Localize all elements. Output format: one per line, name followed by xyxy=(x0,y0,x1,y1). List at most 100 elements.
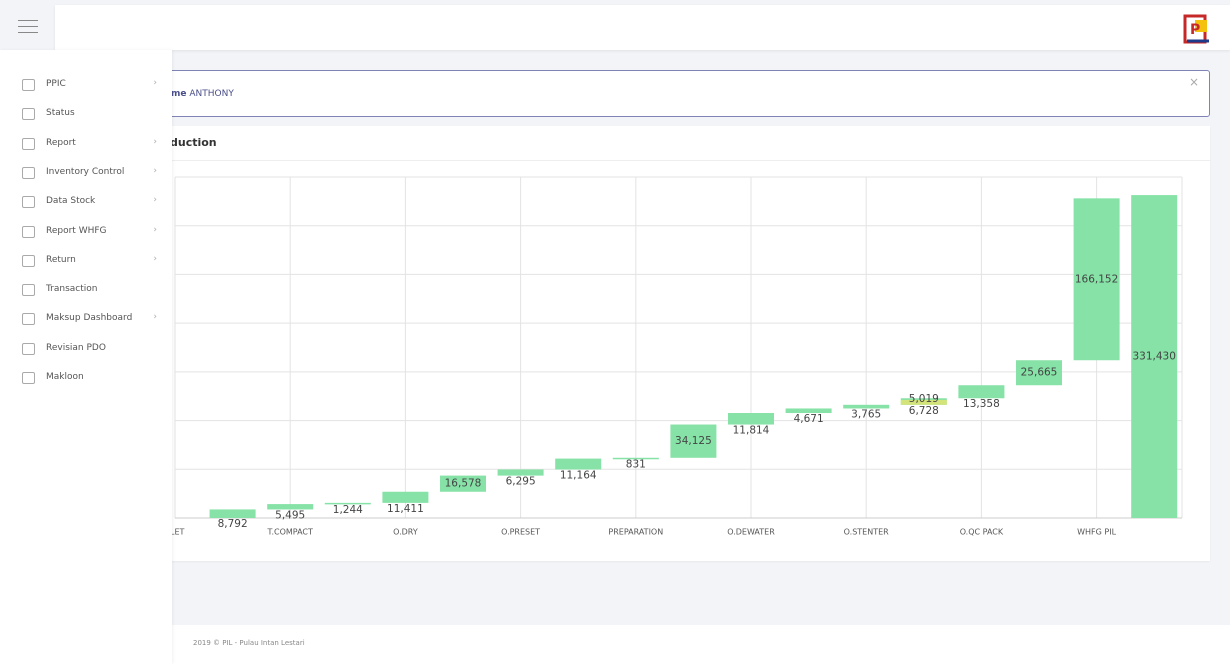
greeting: me xyxy=(171,89,187,99)
bar xyxy=(497,469,544,476)
bar xyxy=(382,491,429,503)
data-label: 25,665 xyxy=(1021,367,1058,379)
menu-label: Report WHFG xyxy=(46,225,107,236)
submenu-arrow: › xyxy=(153,78,157,88)
top-bar xyxy=(55,5,1230,50)
x-tick-label: LLET xyxy=(166,528,185,537)
menu-icon xyxy=(22,284,35,297)
data-label: 166,152 xyxy=(1075,273,1118,285)
data-label: 3,765 xyxy=(851,408,881,420)
bar xyxy=(324,502,371,505)
menu-item[interactable]: Status xyxy=(22,104,157,124)
menu-label: Makloon xyxy=(46,372,84,382)
menu-label: PPIC xyxy=(46,79,66,89)
menu-icon xyxy=(22,137,35,150)
bar xyxy=(670,424,717,458)
data-label: 16,578 xyxy=(445,478,482,490)
data-label: 1,244 xyxy=(333,504,363,516)
menu-label: Revisian PDO xyxy=(46,342,106,353)
card-title: duction xyxy=(170,136,217,149)
menu-icon xyxy=(22,108,35,121)
menu-label: Inventory Control xyxy=(46,166,125,177)
menu-label: Report xyxy=(46,137,76,148)
footer-text: 2019 © PIL - Pulau Intan Lestari xyxy=(193,639,305,647)
menu-icon xyxy=(22,196,35,209)
close-button[interactable]: × xyxy=(1188,75,1199,89)
x-tick-label: O.DEWATER xyxy=(727,528,775,537)
data-label: 8,792 xyxy=(218,518,248,530)
x-tick-label: PREPARATION xyxy=(608,528,663,537)
submenu-arrow: › xyxy=(153,224,157,235)
bar xyxy=(612,457,659,460)
bar xyxy=(1016,360,1062,386)
menu-icon xyxy=(22,79,35,91)
menu-item[interactable]: Maksup Dashboard › xyxy=(22,309,157,329)
bar xyxy=(440,475,486,492)
menu-icon xyxy=(22,225,35,238)
menu-item[interactable]: Makloon xyxy=(22,368,157,388)
menu-icon xyxy=(22,313,35,326)
data-label: 5,019 xyxy=(909,393,939,405)
user-name: ANTHONY xyxy=(189,89,234,99)
menu-item[interactable]: Report › xyxy=(22,134,157,154)
menu-label: Maksup Dashboard xyxy=(46,313,133,324)
data-label: 11,814 xyxy=(733,425,770,437)
data-label: 11,164 xyxy=(560,469,597,481)
menu-item[interactable]: Report WHFG › xyxy=(22,222,157,242)
menu-item[interactable]: Inventory Control › xyxy=(22,163,157,183)
logo-text: P xyxy=(1190,22,1200,38)
logo: P xyxy=(1183,14,1209,44)
bar xyxy=(785,408,832,414)
menu-item[interactable]: PPIC › xyxy=(22,75,157,95)
menu-item[interactable]: Revisian PDO xyxy=(22,339,157,359)
bar xyxy=(958,385,1005,399)
data-label: 5,495 xyxy=(275,509,305,521)
bar xyxy=(209,509,256,518)
x-tick-label: O.QC PACK xyxy=(960,528,1004,537)
data-label: 6,295 xyxy=(506,476,536,488)
menu-label: Status xyxy=(46,108,75,119)
submenu-arrow: › xyxy=(153,136,157,147)
data-label: 4,671 xyxy=(794,413,824,425)
menu-icon xyxy=(22,254,35,267)
submenu-arrow: › xyxy=(153,165,157,176)
menu-item[interactable]: Transaction xyxy=(22,280,157,300)
bar xyxy=(555,458,602,470)
menu-icon xyxy=(22,372,35,384)
submenu-arrow: › xyxy=(153,253,157,264)
menu-toggle[interactable] xyxy=(18,20,38,36)
menu-label: Transaction xyxy=(46,284,98,295)
submenu-arrow: › xyxy=(153,195,157,206)
bar xyxy=(1073,198,1120,361)
x-tick-label: O.DRY xyxy=(393,528,418,537)
bar xyxy=(843,404,890,409)
divider xyxy=(150,160,1210,161)
menu-item[interactable]: Data Stock › xyxy=(22,192,157,212)
footer: 2019 © PIL - Pulau Intan Lestari xyxy=(0,625,1230,664)
data-label: 6,728 xyxy=(909,405,939,417)
bar xyxy=(1131,195,1178,519)
data-label: 13,358 xyxy=(963,398,1000,410)
x-tick-label: WHFG PIL xyxy=(1077,528,1116,537)
x-tick-label: T.COMPACT xyxy=(267,528,313,537)
data-label: 34,125 xyxy=(675,435,712,447)
bar xyxy=(728,413,774,425)
menu-item[interactable]: Return › xyxy=(22,251,157,271)
submenu-arrow: › xyxy=(153,312,157,323)
menu-icon xyxy=(22,166,35,179)
bar xyxy=(267,504,314,510)
menu-icon xyxy=(22,342,35,355)
menu-label: Data Stock xyxy=(46,196,96,207)
x-tick-label: O.PRESET xyxy=(501,528,540,537)
sidebar: PPIC › Status Report › Inventory Control › Data… xyxy=(0,50,172,664)
data-label: 11,411 xyxy=(387,503,424,515)
welcome-alert: me ANTHONY × xyxy=(150,70,1210,117)
menu-label: Return xyxy=(46,254,76,265)
chart-card: duction xyxy=(150,126,1210,561)
data-label: 331,430 xyxy=(1132,351,1175,363)
x-tick-label: O.STENTER xyxy=(844,528,889,537)
bar xyxy=(900,399,947,405)
data-label: 831 xyxy=(626,459,646,471)
